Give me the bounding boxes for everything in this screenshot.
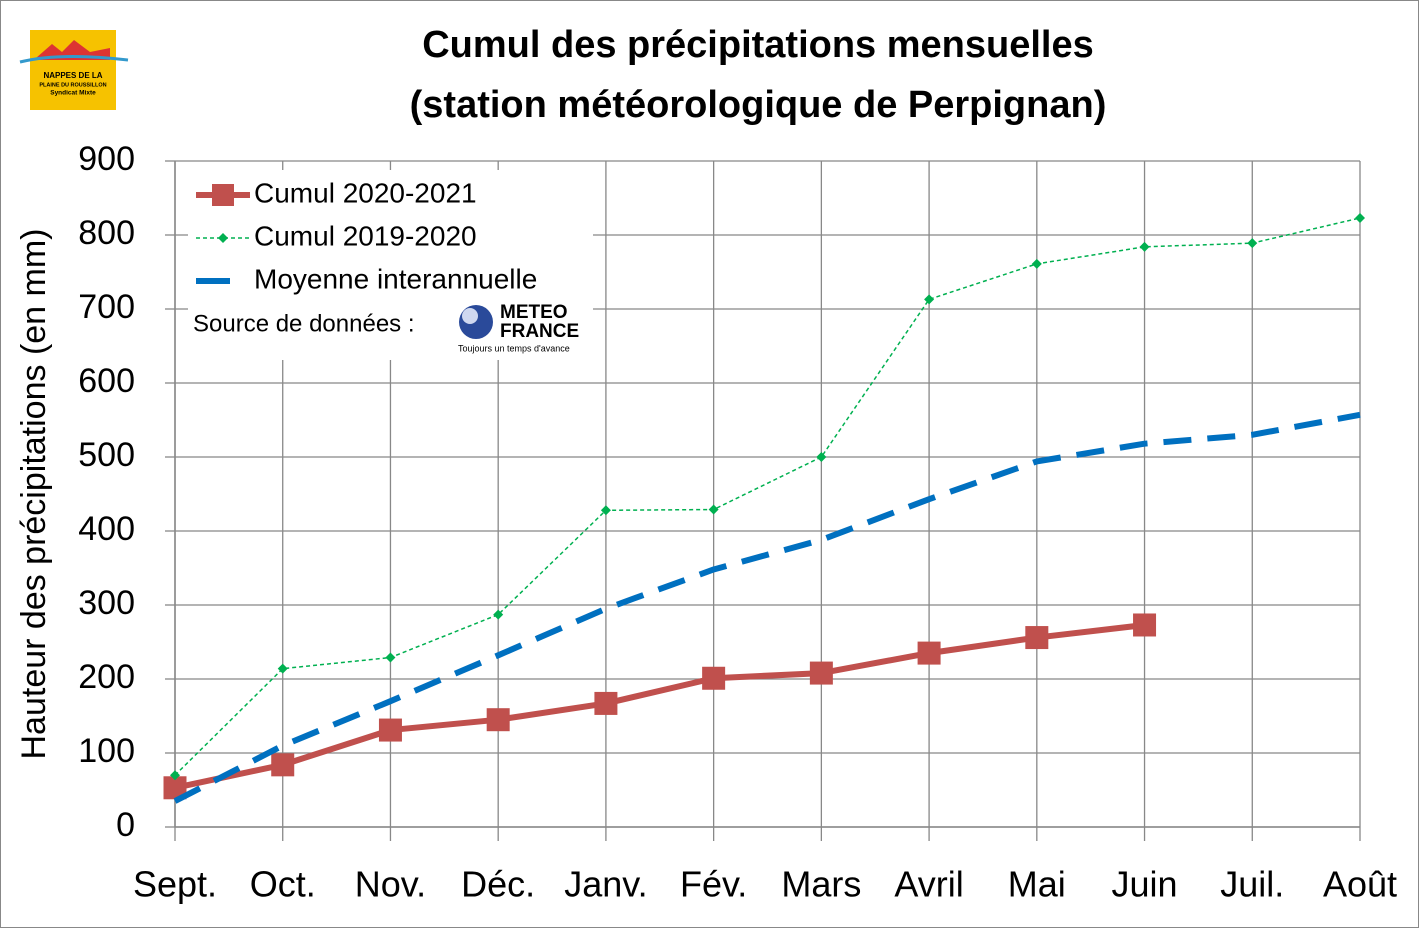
y-tick-label: 600 [78, 362, 135, 400]
source-logo-tagline: Toujours un temps d'avance [458, 343, 570, 353]
marker [271, 753, 295, 777]
marker [702, 666, 726, 690]
x-tick-label: Oct. [250, 864, 316, 905]
x-tick-label: Janv. [564, 864, 647, 905]
marker [486, 708, 510, 732]
source-logo-text: METEO [500, 302, 568, 323]
marker [1133, 613, 1157, 637]
x-tick-label: Nov. [355, 864, 426, 905]
x-tick-label: Sept. [133, 864, 217, 905]
series-line [173, 411, 1361, 804]
marker [594, 691, 618, 715]
marker [1031, 258, 1042, 269]
y-tick-label: 100 [78, 732, 135, 770]
y-tick-label: 200 [78, 658, 135, 696]
legend-marker [218, 233, 228, 243]
y-tick-label: 700 [78, 288, 135, 326]
y-tick-label: 400 [78, 510, 135, 548]
source-logo-globe [459, 305, 493, 339]
marker [493, 609, 504, 620]
marker [385, 652, 396, 663]
legend-label: Cumul 2020-2021 [254, 177, 477, 208]
legend: Cumul 2020-2021 Cumul 2019-2020 Moyenne in… [188, 170, 593, 360]
legend-bg [188, 170, 593, 360]
y-tick-label: 300 [78, 584, 135, 622]
marker [600, 505, 611, 516]
x-tick-label: Fév. [680, 864, 747, 905]
marker [924, 294, 935, 305]
series-line [174, 217, 1361, 776]
x-tick-label: Avril [894, 864, 963, 905]
x-tick-label: Déc. [461, 864, 535, 905]
x-tick-label: Mai [1008, 864, 1066, 905]
marker [378, 718, 402, 742]
legend-marker [212, 184, 234, 206]
logo-text: Syndicat Mixte [50, 90, 96, 97]
y-tick-label: 800 [78, 214, 135, 252]
logo-text: PLAINE DU ROUSSILLON [39, 82, 106, 88]
source-logo-globe-hl [462, 308, 478, 324]
chart-title: Cumul des précipitations mensuelles [422, 24, 1094, 66]
marker [708, 504, 719, 515]
x-tick-label: Août [1323, 864, 1397, 905]
chart-subtitle: (station météorologique de Perpignan) [410, 84, 1107, 126]
x-tick-label: Mars [781, 864, 861, 905]
source-logo-text: FRANCE [500, 321, 579, 342]
y-axis-label: Hauteur des précipitations (en mm) [15, 228, 53, 759]
y-tick-label: 900 [78, 140, 135, 178]
marker [1139, 241, 1150, 252]
org-logo: NAPPES DE LA PLAINE DU ROUSSILLON Syndic… [19, 30, 129, 110]
logo-wave [19, 54, 129, 64]
marker [1355, 212, 1365, 223]
logo-text: NAPPES DE LA [43, 71, 102, 80]
x-tick-label: Juin [1112, 864, 1178, 905]
y-tick-label: 500 [78, 436, 135, 474]
marker [170, 770, 180, 781]
legend-label: Cumul 2019-2020 [254, 220, 477, 251]
marker [1025, 626, 1049, 650]
series-line [174, 622, 1145, 791]
marker [816, 452, 827, 462]
marker [917, 641, 941, 665]
source-label: Source de données : [193, 310, 415, 337]
marker [277, 663, 288, 674]
y-tick-label: 0 [116, 806, 135, 844]
legend-label: Moyenne interannuelle [254, 263, 537, 294]
marker [1247, 238, 1258, 249]
x-tick-label: Juil. [1220, 864, 1284, 905]
marker [809, 661, 833, 685]
logo-mountain [36, 40, 110, 60]
